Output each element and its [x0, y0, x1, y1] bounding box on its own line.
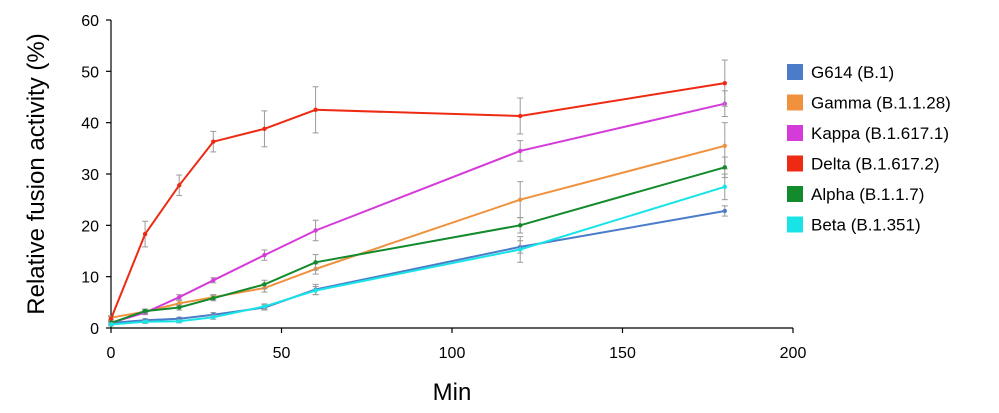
legend-label: G614 (B.1)	[811, 63, 894, 82]
data-point	[722, 208, 727, 214]
legend-label: Kappa (B.1.617.1)	[811, 124, 949, 143]
x-axis-title: Min	[433, 379, 472, 406]
x-tick-label: 0	[107, 345, 116, 362]
legend-swatch	[787, 216, 803, 233]
legend-item: Gamma (B.1.1.28)	[787, 94, 951, 113]
data-point	[142, 319, 148, 325]
legend-swatch	[787, 94, 803, 111]
legend-label: Beta (B.1.351)	[811, 216, 921, 235]
series-line	[110, 82, 725, 320]
x-tick-label: 200	[780, 345, 807, 362]
y-axis-title: Relative fusion activity (%)	[23, 33, 50, 314]
data-point	[313, 260, 318, 265]
legend-swatch	[787, 186, 803, 202]
data-point	[211, 315, 216, 320]
data-point	[518, 197, 523, 202]
data-point	[262, 126, 267, 132]
data-point	[518, 148, 523, 154]
y-tick-label: 20	[81, 218, 99, 235]
data-point	[722, 165, 727, 170]
data-point	[211, 139, 216, 144]
series-line	[110, 166, 726, 324]
legend-item: G614 (B.1)	[787, 63, 894, 82]
data-point	[262, 282, 267, 287]
data-point	[177, 319, 182, 324]
data-point	[313, 228, 318, 233]
data-point	[108, 322, 114, 327]
series-line	[110, 185, 726, 326]
x-tick-label: 50	[273, 345, 291, 362]
plot-area	[108, 59, 728, 327]
data-point	[108, 316, 114, 321]
data-point	[177, 305, 182, 310]
series-line	[110, 210, 725, 324]
legend-item: Kappa (B.1.617.1)	[787, 124, 949, 143]
data-point	[313, 288, 318, 293]
series-2	[108, 90, 728, 326]
y-tick-label: 60	[81, 13, 99, 30]
y-tick-label: 10	[81, 270, 99, 287]
legend-swatch	[787, 155, 803, 172]
y-tick-label: 40	[81, 116, 99, 133]
data-point	[313, 107, 318, 113]
legend-item: Delta (B.1.617.2)	[787, 155, 940, 174]
legend-label: Delta (B.1.617.2)	[811, 155, 940, 174]
series-line	[110, 102, 726, 324]
y-tick-label: 50	[81, 64, 99, 81]
y-tick-label: 0	[90, 321, 99, 338]
series-line	[110, 144, 726, 319]
series-3	[108, 59, 728, 322]
data-point	[211, 278, 216, 283]
data-point	[722, 184, 727, 190]
data-point	[518, 247, 523, 252]
x-tick-label: 100	[439, 345, 466, 362]
x-tick-label: 150	[609, 345, 636, 362]
series-0	[108, 205, 728, 326]
legend-label: Alpha (B.1.1.7)	[811, 185, 924, 204]
legend-item: Alpha (B.1.1.7)	[787, 185, 924, 204]
series-5	[108, 173, 728, 327]
data-point	[142, 231, 148, 237]
data-point	[211, 296, 216, 301]
y-tick-label: 30	[81, 167, 99, 184]
legend-label: Gamma (B.1.1.28)	[811, 94, 951, 113]
series-1	[108, 122, 728, 321]
data-point	[518, 113, 523, 119]
data-point	[722, 143, 727, 148]
data-point	[177, 295, 182, 300]
axes: 0 10 20 30 40 50 60 0 50 100 150 200	[81, 13, 806, 362]
data-point	[142, 308, 148, 314]
data-point	[177, 183, 182, 188]
legend: G614 (B.1) Gamma (B.1.1.28) Kappa (B.1.617…	[787, 63, 951, 235]
legend-swatch	[787, 64, 803, 80]
data-point	[518, 223, 523, 228]
legend-item: Beta (B.1.351)	[787, 216, 921, 235]
data-point	[722, 80, 727, 86]
data-point	[262, 252, 267, 258]
legend-swatch	[787, 125, 803, 141]
data-point	[262, 304, 267, 309]
